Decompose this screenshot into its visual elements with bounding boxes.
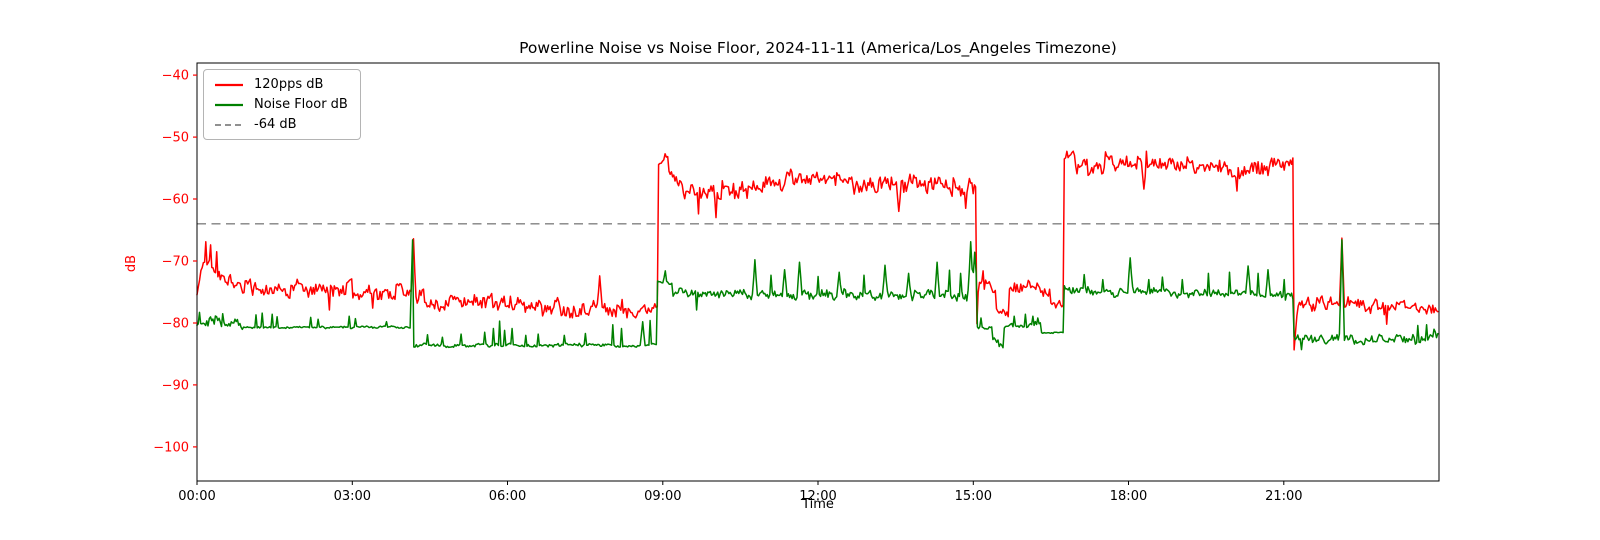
y-tick-label: −40 [162, 69, 189, 84]
series-120pps-line [196, 150, 1439, 351]
y-tick-label: −80 [162, 317, 189, 332]
x-tick-label: 03:00 [334, 489, 371, 504]
x-tick-label: 18:00 [1110, 489, 1147, 504]
legend-line-red-icon [215, 83, 243, 86]
legend-label: 120pps dB [254, 77, 324, 92]
legend-line-green-icon [215, 103, 243, 106]
x-tick-label: 00:00 [178, 489, 215, 504]
x-tick-label: 09:00 [644, 489, 681, 504]
y-tick-label: −100 [153, 440, 189, 455]
legend-label: Noise Floor dB [254, 97, 348, 112]
legend-label: -64 dB [254, 117, 297, 132]
y-tick-label: −70 [162, 255, 189, 270]
legend-item-noise-floor: Noise Floor dB [214, 98, 348, 111]
series-noise-floor-line [196, 239, 1439, 351]
x-tick-label: 15:00 [955, 489, 992, 504]
y-axis-label: dB [124, 254, 140, 273]
legend-line-dashed-icon [215, 123, 243, 126]
legend: 120pps dB Noise Floor dB -64 dB [203, 69, 361, 140]
legend-item-120pps: 120pps dB [214, 78, 348, 91]
x-tick-label: 06:00 [489, 489, 526, 504]
y-tick-label: −50 [162, 131, 189, 146]
x-axis-label: Time [802, 497, 834, 512]
x-tick-label: 12:00 [799, 489, 836, 504]
x-tick-label: 21:00 [1265, 489, 1302, 504]
axes-spines [196, 62, 1440, 482]
y-tick-label: −60 [162, 193, 189, 208]
chart-title: Powerline Noise vs Noise Floor, 2024-11-… [519, 39, 1117, 57]
y-tick-label: −90 [162, 378, 189, 393]
legend-item-reference: -64 dB [214, 118, 348, 131]
